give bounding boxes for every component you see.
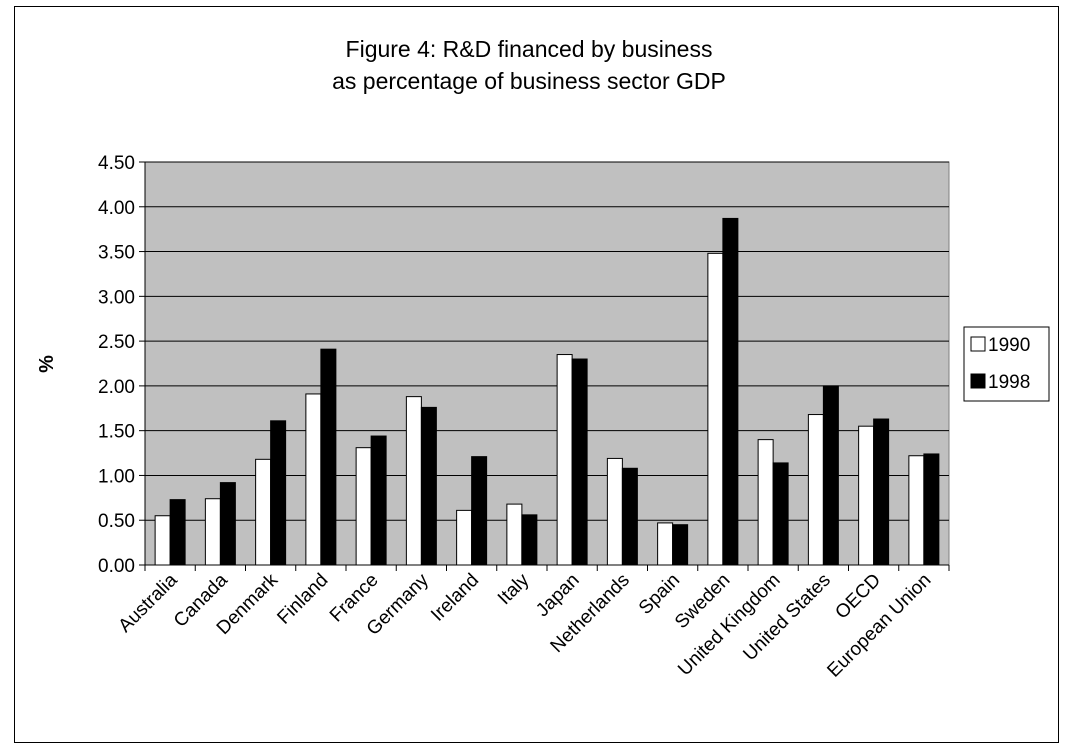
y-axis-ticks: 0.00 0.50 1.00 1.50 2.00 2.50 3.00 3.50 4.00 4.50 — [98, 153, 145, 577]
legend-label-1998: 1998 — [988, 372, 1030, 393]
x-tick-label: Finland — [273, 570, 332, 629]
bar-1990-spain — [657, 522, 674, 566]
x-tick-label: Australia — [115, 569, 182, 636]
y-tick-label: 3.00 — [98, 287, 135, 308]
y-tick-label: 3.50 — [98, 243, 135, 264]
bar-chart: Figure 4: R&D financed by business as pe… — [36, 36, 1050, 682]
bar-1998-netherlands — [621, 467, 638, 566]
bar-1998-japan — [571, 358, 588, 566]
bar-1998-united-states — [822, 385, 839, 566]
bar-1990-netherlands — [606, 457, 623, 566]
bar-1990-sweden — [707, 252, 724, 566]
chart-title-line1: Figure 4: R&D financed by business — [346, 36, 713, 62]
bar-1990-united-kingdom — [757, 439, 774, 566]
bar-1998-spain — [672, 524, 689, 566]
bar-1998-european-union — [923, 453, 940, 566]
legend: 1990 1998 — [963, 326, 1050, 402]
bar-1990-united-states — [807, 414, 824, 566]
legend-swatch-1998 — [970, 373, 986, 389]
y-tick-label: 4.00 — [98, 198, 135, 219]
bar-1998-australia — [169, 499, 186, 566]
bar-1990-oecd — [858, 425, 875, 566]
bar-1998-germany — [420, 406, 437, 566]
x-tick-label: United States — [739, 570, 835, 666]
y-axis-label: % — [36, 355, 58, 373]
bar-1990-ireland — [456, 509, 473, 566]
legend-swatch-1990 — [970, 336, 986, 352]
x-axis-ticks: AustraliaCanadaDenmarkFinlandFranceGerma… — [115, 565, 950, 682]
y-tick-label: 1.50 — [98, 422, 135, 443]
bar-1990-finland — [305, 393, 322, 566]
y-tick-label: 1.00 — [98, 466, 135, 487]
legend-label-1990: 1990 — [988, 335, 1030, 356]
bar-1990-germany — [405, 396, 422, 566]
chart-frame: Figure 4: R&D financed by business as pe… — [14, 6, 1059, 743]
y-tick-label: 0.00 — [98, 556, 135, 577]
bar-1990-japan — [556, 354, 573, 566]
bar-1998-france — [370, 435, 387, 566]
chart-title-line2: as percentage of business sector GDP — [332, 68, 726, 94]
x-tick-label: Italy — [494, 569, 534, 609]
y-tick-label: 2.00 — [98, 377, 135, 398]
y-tick-label: 0.50 — [98, 511, 135, 532]
y-tick-label: 2.50 — [98, 332, 135, 353]
bar-1990-australia — [154, 515, 171, 566]
bar-1990-france — [355, 447, 372, 566]
bar-1998-oecd — [873, 418, 890, 566]
x-tick-label: Ireland — [427, 570, 483, 626]
bar-1990-canada — [204, 498, 221, 566]
bar-1998-united-kingdom — [772, 462, 789, 566]
bar-1998-sweden — [722, 217, 739, 566]
bar-1990-denmark — [255, 458, 272, 566]
bar-1998-italy — [521, 514, 538, 566]
bar-1998-ireland — [471, 456, 488, 566]
bar-1990-european-union — [908, 455, 925, 566]
bar-1998-denmark — [270, 420, 287, 566]
bar-1998-finland — [320, 348, 337, 566]
bar-1998-canada — [219, 482, 236, 566]
bar-1990-italy — [506, 503, 523, 566]
y-tick-label: 4.50 — [98, 153, 135, 174]
